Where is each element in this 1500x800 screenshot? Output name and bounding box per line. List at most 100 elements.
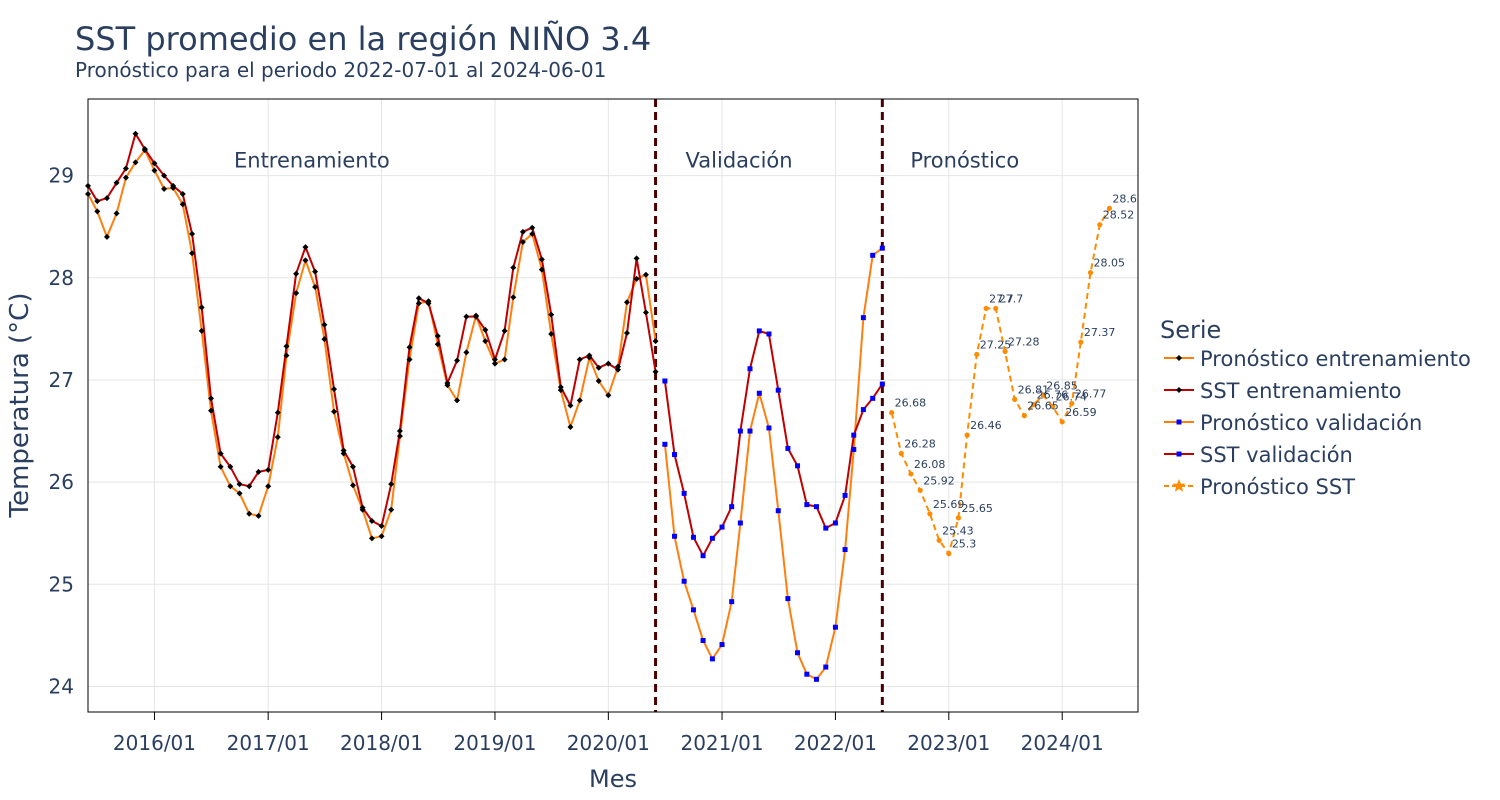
data-point bbox=[274, 409, 281, 416]
data-point bbox=[293, 290, 300, 297]
data-point bbox=[633, 275, 640, 282]
data-point bbox=[879, 381, 885, 387]
data-point bbox=[785, 596, 791, 602]
data-point bbox=[302, 244, 309, 251]
legend[interactable]: Serie Pronóstico entrenamiento SST entren… bbox=[1160, 316, 1471, 499]
data-point bbox=[208, 395, 215, 402]
legend-title: Serie bbox=[1160, 316, 1221, 344]
data-point bbox=[396, 433, 403, 440]
data-point bbox=[113, 179, 120, 186]
data-point bbox=[198, 327, 205, 334]
data-point bbox=[795, 463, 801, 469]
data-point bbox=[312, 283, 319, 290]
series-line bbox=[663, 247, 883, 681]
data-label: 25.69 bbox=[933, 498, 965, 511]
data-point bbox=[842, 547, 848, 553]
data-point bbox=[719, 642, 725, 648]
data-point bbox=[681, 578, 687, 584]
data-point bbox=[832, 624, 838, 630]
data-point bbox=[623, 299, 630, 306]
data-label: 27.37 bbox=[1084, 326, 1116, 339]
data-point bbox=[179, 201, 186, 208]
data-point bbox=[246, 510, 253, 517]
region-labels: Entrenamiento Validación Pronóstico bbox=[234, 148, 1019, 172]
legend-item[interactable]: SST entrenamiento bbox=[1164, 379, 1402, 403]
data-point bbox=[444, 380, 451, 387]
data-point bbox=[775, 508, 781, 514]
data-point bbox=[681, 490, 687, 496]
data-point bbox=[510, 294, 517, 301]
data-point bbox=[690, 607, 696, 613]
data-point bbox=[1097, 222, 1103, 228]
data-point bbox=[917, 487, 923, 493]
data-point bbox=[265, 483, 272, 490]
data-point bbox=[595, 377, 602, 384]
legend-item[interactable]: Pronóstico entrenamiento bbox=[1164, 347, 1471, 371]
data-point bbox=[955, 515, 962, 521]
legend-marker-star bbox=[1172, 479, 1186, 492]
data-point bbox=[700, 553, 706, 559]
data-point bbox=[823, 525, 829, 531]
y-tick-label: 29 bbox=[49, 164, 74, 188]
data-point bbox=[283, 343, 290, 350]
data-point bbox=[161, 185, 168, 192]
chart-subtitle: Pronóstico para el periodo 2022-07-01 al… bbox=[75, 58, 606, 82]
grid bbox=[88, 99, 1138, 712]
data-point bbox=[340, 450, 347, 457]
data-point bbox=[672, 452, 678, 458]
data-point bbox=[312, 268, 319, 275]
data-point bbox=[255, 512, 262, 519]
data-point bbox=[1012, 396, 1018, 402]
data-point bbox=[501, 327, 508, 334]
data-point bbox=[293, 270, 300, 277]
data-point bbox=[189, 230, 196, 237]
x-tick-label: 2024/01 bbox=[1021, 731, 1104, 755]
data-point bbox=[860, 315, 866, 321]
data-point bbox=[538, 266, 545, 273]
region-label: Pronóstico bbox=[910, 148, 1019, 172]
data-label: 25.3 bbox=[952, 538, 977, 551]
data-point bbox=[1078, 339, 1084, 345]
legend-item[interactable]: Pronóstico SST bbox=[1164, 475, 1355, 499]
data-point bbox=[586, 352, 593, 359]
data-point bbox=[454, 357, 461, 364]
data-point bbox=[870, 252, 876, 258]
data-point bbox=[605, 360, 612, 367]
data-point bbox=[396, 428, 403, 435]
data-label: 26.77 bbox=[1075, 387, 1107, 400]
data-point bbox=[265, 466, 272, 473]
data-point bbox=[179, 191, 186, 198]
legend-item[interactable]: SST validación bbox=[1164, 443, 1353, 467]
data-point bbox=[529, 230, 536, 237]
data-point bbox=[719, 524, 725, 530]
y-tick-label: 25 bbox=[49, 572, 74, 596]
legend-item[interactable]: Pronóstico validación bbox=[1164, 411, 1422, 435]
data-point bbox=[538, 256, 545, 263]
x-tick-label: 2019/01 bbox=[453, 731, 536, 755]
data-point bbox=[652, 338, 659, 345]
data-point bbox=[103, 195, 110, 202]
data-label: 25.43 bbox=[942, 524, 974, 537]
data-point bbox=[1040, 392, 1046, 398]
data-point bbox=[879, 245, 885, 251]
data-label: 26.68 bbox=[895, 397, 927, 410]
data-point bbox=[576, 356, 583, 363]
data-point bbox=[236, 490, 243, 497]
legend-label: Pronóstico validación bbox=[1200, 411, 1422, 435]
data-point bbox=[729, 599, 735, 605]
data-label: 28.52 bbox=[1103, 209, 1135, 222]
data-point bbox=[227, 463, 234, 470]
x-tick-label: 2017/01 bbox=[227, 731, 310, 755]
data-label: 26.81 bbox=[1018, 383, 1050, 396]
data-point bbox=[491, 356, 498, 363]
y-tick-label: 26 bbox=[49, 470, 74, 494]
data-point bbox=[510, 264, 517, 271]
data-point bbox=[331, 386, 338, 393]
data-point bbox=[642, 271, 649, 278]
data-label: 26.74 bbox=[1056, 391, 1088, 404]
y-tick-label: 24 bbox=[49, 674, 74, 698]
markers bbox=[85, 130, 1113, 682]
data-point bbox=[501, 356, 508, 363]
legend-marker bbox=[1176, 355, 1182, 361]
data-point bbox=[331, 408, 338, 415]
